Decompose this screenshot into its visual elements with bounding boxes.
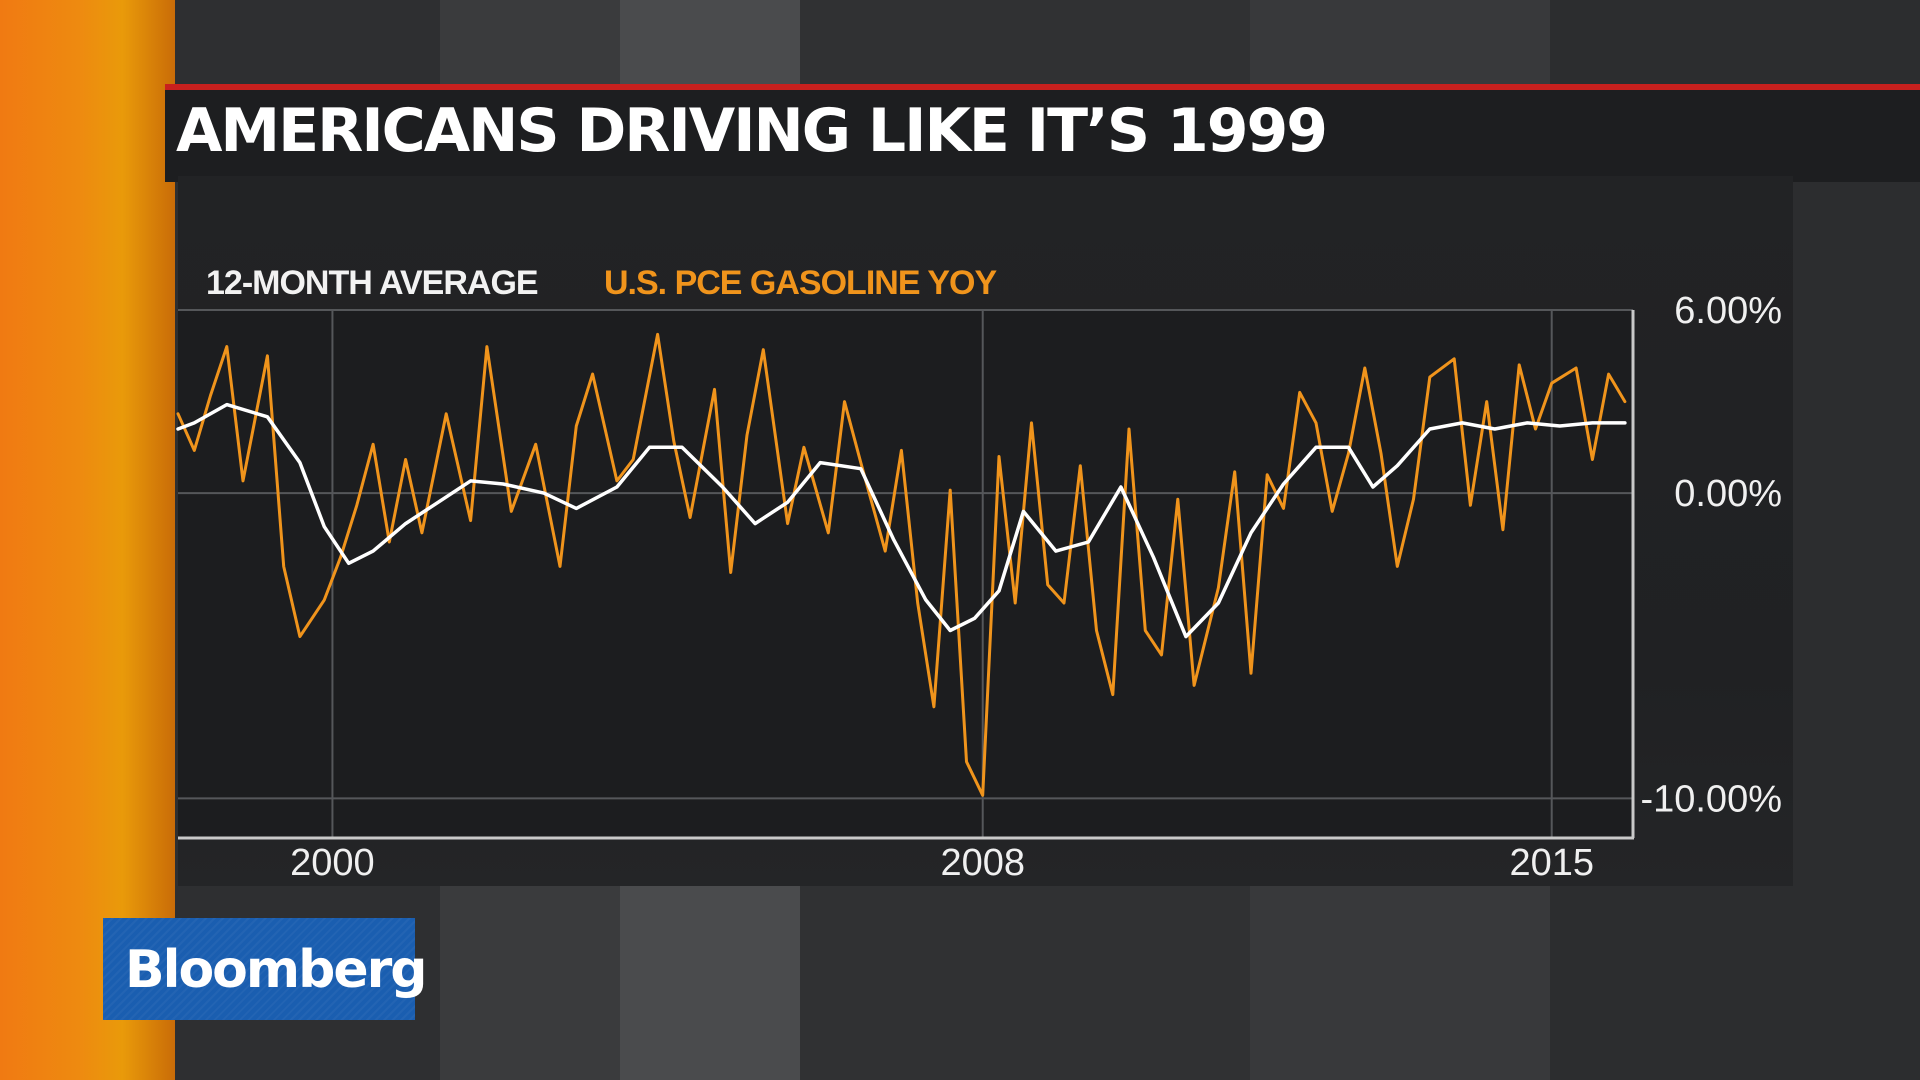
series-line-gasoline — [176, 332, 1627, 797]
y-tick-label: 0.00% — [1674, 473, 1782, 515]
axes — [178, 310, 1635, 840]
grid-lines — [178, 309, 1633, 838]
orange-side-bar — [0, 0, 175, 1080]
series-line-average — [176, 402, 1627, 639]
title-band — [165, 84, 1920, 182]
bloomberg-logo-box — [103, 918, 415, 1020]
tick-labels: 2000 2008 2015 6.00% 0.00% -10.00% — [290, 290, 1782, 884]
legend-item-gasoline: U.S. PCE GASOLINE YOY — [604, 264, 997, 302]
series-lines — [176, 332, 1627, 797]
y-tick-label: -10.00% — [1640, 778, 1782, 820]
bloomberg-logo: Bloomberg — [125, 940, 427, 1000]
page-title: AMERICANS DRIVING LIKE IT’S 1999 — [176, 96, 1328, 166]
y-tick-label: 6.00% — [1674, 290, 1782, 332]
x-tick-label: 2000 — [290, 842, 375, 884]
x-tick-label: 2008 — [940, 842, 1025, 884]
x-tick-label: 2015 — [1509, 842, 1594, 884]
plot-area — [178, 310, 1633, 838]
legend-item-average: 12-MONTH AVERAGE — [206, 264, 539, 302]
